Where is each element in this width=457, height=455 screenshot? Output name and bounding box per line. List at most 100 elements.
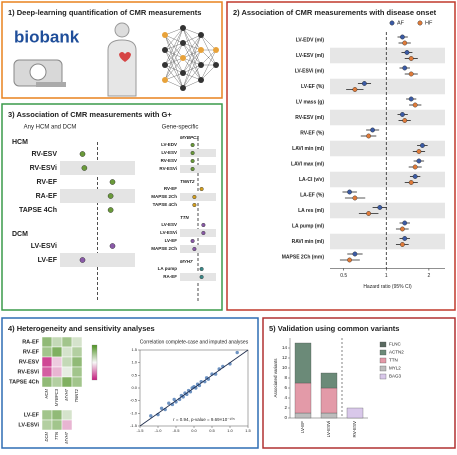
heatmap-cell: [61, 356, 73, 368]
net-edge: [182, 34, 202, 74]
net-edge: [182, 34, 202, 89]
legend-marker: [389, 20, 395, 26]
row-label: RV-ESV (ml): [295, 115, 324, 121]
x-tick-label: 1.0: [227, 428, 233, 433]
x-tick-label: RV-ESV: [352, 421, 357, 437]
estimate-point: [192, 246, 197, 251]
panel-5-frame: [262, 317, 456, 449]
heatmap-column-label: MYH7: [64, 431, 69, 443]
panel-title: 3) Association of CMR measurements with …: [8, 110, 172, 119]
estimate-point: [109, 243, 116, 249]
estimate-point: [201, 230, 206, 235]
row-label: MAPSE 2Ch: [151, 194, 177, 199]
subpanel-title: Gene-specific: [162, 125, 199, 131]
x-tick-label: 1.5: [245, 428, 251, 433]
estimate-point: [408, 56, 414, 61]
y-tick-label: 0.5: [131, 372, 137, 377]
estimate-point: [81, 165, 88, 171]
heatmap-cell: [51, 409, 63, 421]
estimate-point: [347, 189, 352, 195]
net-edge: [200, 64, 217, 81]
heatmap-column-label: DCM: [44, 431, 49, 441]
row-label: LV-EF: [38, 257, 58, 264]
row-stripe: [60, 253, 135, 267]
legend-swatch: [379, 349, 387, 356]
panel-title: 2) Association of CMR measurements with …: [233, 8, 437, 17]
y-tick-label: -1.0: [130, 410, 138, 415]
estimate-point: [404, 50, 410, 55]
legend-label: BAG3: [389, 374, 402, 379]
estimate-point: [199, 267, 204, 272]
y-tick-label: 0: [284, 415, 287, 420]
estimate-point: [190, 142, 195, 147]
row-stripe: [330, 171, 445, 188]
row-label: MAPSE 2Ch (mm): [282, 254, 325, 260]
y-tick-label: 2: [284, 405, 287, 410]
net-node: [198, 77, 204, 83]
estimate-point: [408, 180, 414, 185]
x-tick-label: 0.5: [340, 273, 347, 279]
row-stripe: [330, 47, 445, 64]
person-icon: [107, 22, 137, 97]
estimate-point: [412, 164, 418, 170]
row-label: LV-ESVi (ml): [295, 68, 325, 74]
row-label: LV-ESV: [161, 222, 177, 227]
estimate-point: [412, 174, 418, 179]
estimate-point: [190, 166, 195, 171]
heatmap-cell: [61, 409, 73, 421]
row-label: RV-EF: [37, 179, 58, 186]
y-axis-label: Associated variants: [273, 358, 278, 398]
estimate-point: [190, 158, 195, 163]
row-stripe: [330, 109, 445, 126]
heatmap-cell: [71, 356, 83, 368]
row-label: LV-ESV: [161, 150, 177, 155]
row-label: LV-EF (%): [301, 84, 324, 90]
estimate-point: [408, 96, 414, 102]
identity-line: [139, 349, 249, 427]
legend-label: ACTN2: [389, 350, 404, 355]
heatmap-cell: [51, 419, 63, 431]
scatter-point: [149, 414, 153, 418]
estimate-point: [107, 207, 114, 213]
net-node: [180, 25, 186, 31]
row-label: RA-EF: [163, 274, 177, 279]
y-tick-label: -0.5: [130, 398, 138, 403]
estimate-point: [190, 238, 195, 243]
estimate-point: [416, 158, 422, 164]
net-edge: [164, 79, 184, 89]
heatmap-cell: [41, 336, 53, 348]
estimate-point: [400, 34, 405, 40]
row-label: LAVI max (ml): [291, 161, 324, 167]
heatmap-cell: [41, 409, 53, 421]
net-edge: [182, 64, 202, 89]
net-edge: [164, 72, 184, 81]
legend-label: TTN: [389, 358, 398, 363]
group-label: MYH7: [180, 259, 193, 264]
heatmap-column-label: MYBPC3: [54, 388, 59, 406]
x-tick-label: 0.0: [191, 428, 197, 433]
heatmap-cell: [61, 376, 73, 388]
logo: biobank: [14, 27, 80, 46]
row-label: RV-ESV: [31, 151, 57, 158]
estimate-point: [199, 275, 204, 280]
x-tick-label: LV-ESVi: [326, 421, 331, 437]
row-stripe: [330, 78, 445, 95]
row-label: LA-EF (%): [300, 192, 324, 198]
heatmap-column-label: TTN: [54, 431, 59, 440]
row-stripe: [330, 202, 445, 219]
row-label: LV-EDV (ml): [296, 37, 325, 43]
x-tick-label: -1.0: [155, 428, 163, 433]
panel-1-frame: [1, 1, 223, 99]
estimate-point: [408, 71, 414, 77]
colorbar: [91, 344, 98, 381]
y-tick-label: 14: [282, 345, 288, 350]
legend-swatch: [379, 357, 387, 364]
row-label: LV-ESV (ml): [296, 53, 324, 59]
estimate-point: [190, 150, 195, 155]
panel-2-frame: [226, 1, 456, 311]
bar-segment: [320, 387, 338, 414]
heatmap-cell: [61, 346, 73, 358]
estimate-point: [416, 149, 422, 154]
estimate-point: [402, 220, 408, 226]
scatter-point: [167, 401, 171, 405]
